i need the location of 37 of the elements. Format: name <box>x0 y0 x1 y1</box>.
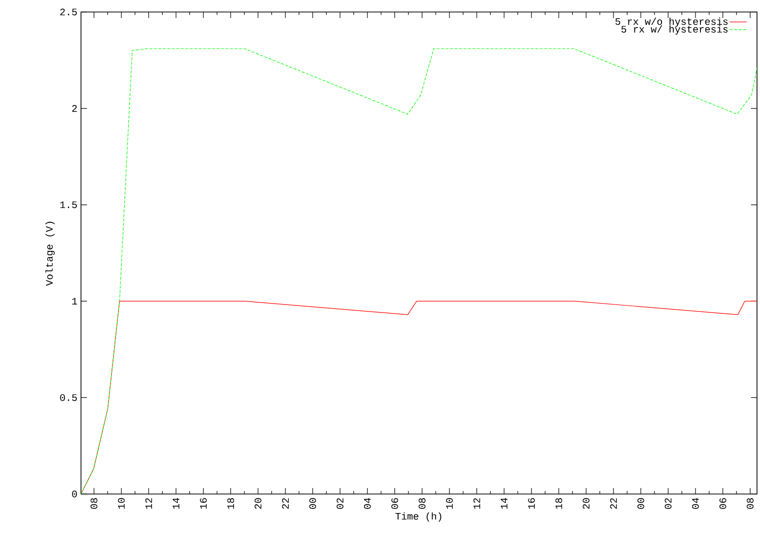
y-tick-label: 0.5 <box>60 394 77 401</box>
y-tick-label: 1 <box>72 298 77 304</box>
legend-label: 5 rx w/ hysteresis <box>621 25 728 35</box>
x-tick-label: 18 <box>555 498 562 509</box>
x-tick-label: 10 <box>446 498 453 509</box>
y-tick-label: 1.5 <box>60 201 77 208</box>
x-tick-label: 12 <box>473 498 480 509</box>
x-tick-label: 00 <box>309 498 316 509</box>
legend-label: 5 rx w/o hysteresis <box>615 18 728 27</box>
x-tick-label: 12 <box>145 498 152 509</box>
x-tick-label: 08 <box>746 498 754 509</box>
x-tick-label: 04 <box>364 498 371 509</box>
x-tick-label: 16 <box>200 498 207 509</box>
x-tick-label: 22 <box>282 498 289 509</box>
y-axis-title: Voltage (V) <box>45 222 55 286</box>
y-tick-label: 0 <box>72 490 77 498</box>
line-series <box>81 48 758 494</box>
x-tick-label: 14 <box>172 498 180 509</box>
x-tick-label: 10 <box>118 498 125 509</box>
y-tick-label: 2 <box>72 105 77 112</box>
x-tick-label: 02 <box>664 498 672 509</box>
x-tick-label: 16 <box>528 498 535 509</box>
x-tick-label: 20 <box>254 498 262 509</box>
x-tick-label: 06 <box>391 498 398 509</box>
x-tick-label: 02 <box>336 498 344 509</box>
x-tick-label: 22 <box>610 498 617 509</box>
x-axis-title: Time (h) <box>395 512 442 522</box>
x-tick-label: 18 <box>227 498 234 509</box>
x-tick-label: 14 <box>500 498 508 509</box>
x-tick-label: 08 <box>418 498 426 509</box>
x-tick-label: 20 <box>582 498 590 509</box>
x-tick-label: 04 <box>692 498 699 509</box>
x-tick-label: 00 <box>637 498 644 509</box>
x-tick-label: 08 <box>90 498 98 509</box>
x-tick-label: 06 <box>719 498 726 509</box>
line-series <box>81 300 758 494</box>
y-tick-label: 2.5 <box>60 8 77 16</box>
